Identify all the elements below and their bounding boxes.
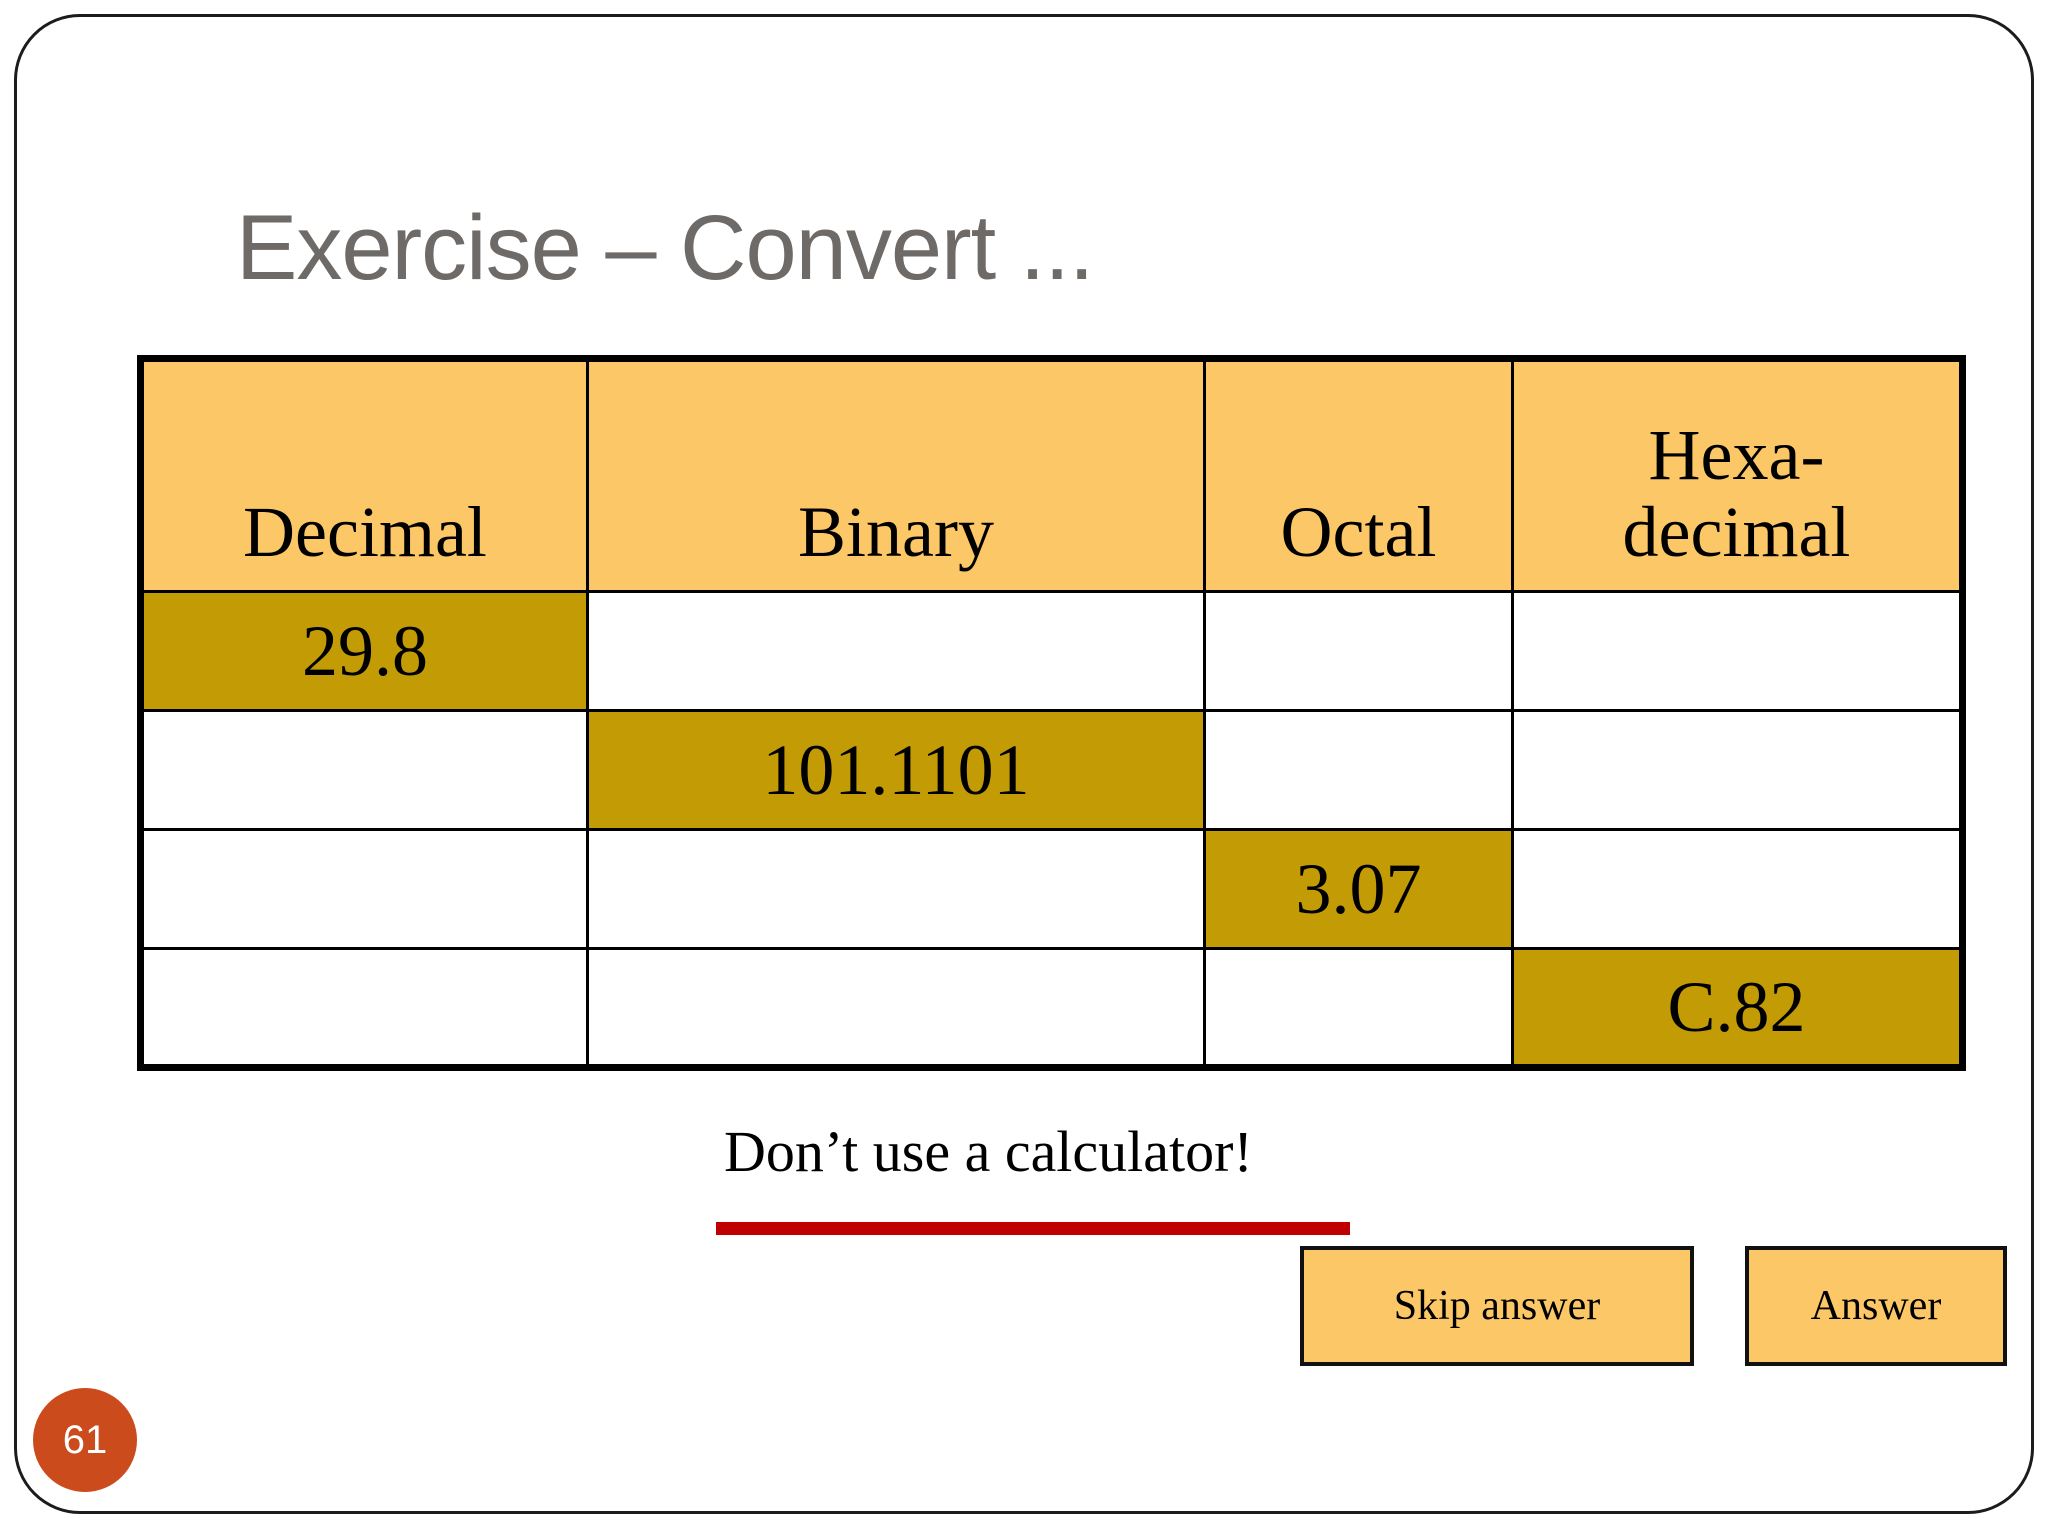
- slide-title: Exercise – Convert ...: [236, 197, 1094, 299]
- cell-hexadecimal-blank: [1511, 590, 1964, 712]
- conversion-table: Decimal Binary Octal Hexa- decimal 29.8 …: [137, 355, 1966, 1071]
- cell-octal-blank: [1203, 947, 1514, 1069]
- cell-hexadecimal-blank: [1511, 709, 1964, 831]
- cell-binary-given: 101.1101: [586, 709, 1206, 831]
- cell-octal-given: 3.07: [1203, 828, 1514, 950]
- cell-octal-blank: [1203, 590, 1514, 712]
- table-row: C.82: [139, 947, 1964, 1069]
- cell-hexadecimal-blank: [1511, 828, 1964, 950]
- cell-binary-blank: [586, 828, 1206, 950]
- column-header-octal: Octal: [1203, 357, 1514, 593]
- table-row: 101.1101: [139, 709, 1964, 831]
- cell-decimal-blank: [139, 709, 589, 831]
- cell-decimal-given: 29.8: [139, 590, 589, 712]
- red-underline-bar: [716, 1222, 1350, 1235]
- cell-binary-blank: [586, 590, 1206, 712]
- column-header-decimal: Decimal: [139, 357, 589, 593]
- note-text: Don’t use a calculator!: [724, 1119, 1253, 1184]
- cell-decimal-blank: [139, 828, 589, 950]
- table-row: 3.07: [139, 828, 1964, 950]
- answer-button[interactable]: Answer: [1745, 1246, 2007, 1366]
- cell-decimal-blank: [139, 947, 589, 1069]
- page-number-badge: 61: [33, 1388, 137, 1492]
- table-header-row: Decimal Binary Octal Hexa- decimal: [139, 357, 1964, 593]
- cell-hexadecimal-given: C.82: [1511, 947, 1964, 1069]
- skip-answer-button[interactable]: Skip answer: [1300, 1246, 1694, 1366]
- table-row: 29.8: [139, 590, 1964, 712]
- cell-octal-blank: [1203, 709, 1514, 831]
- column-header-hexadecimal: Hexa- decimal: [1511, 357, 1964, 593]
- slide-border-frame: [14, 14, 2034, 1514]
- cell-binary-blank: [586, 947, 1206, 1069]
- column-header-binary: Binary: [586, 357, 1206, 593]
